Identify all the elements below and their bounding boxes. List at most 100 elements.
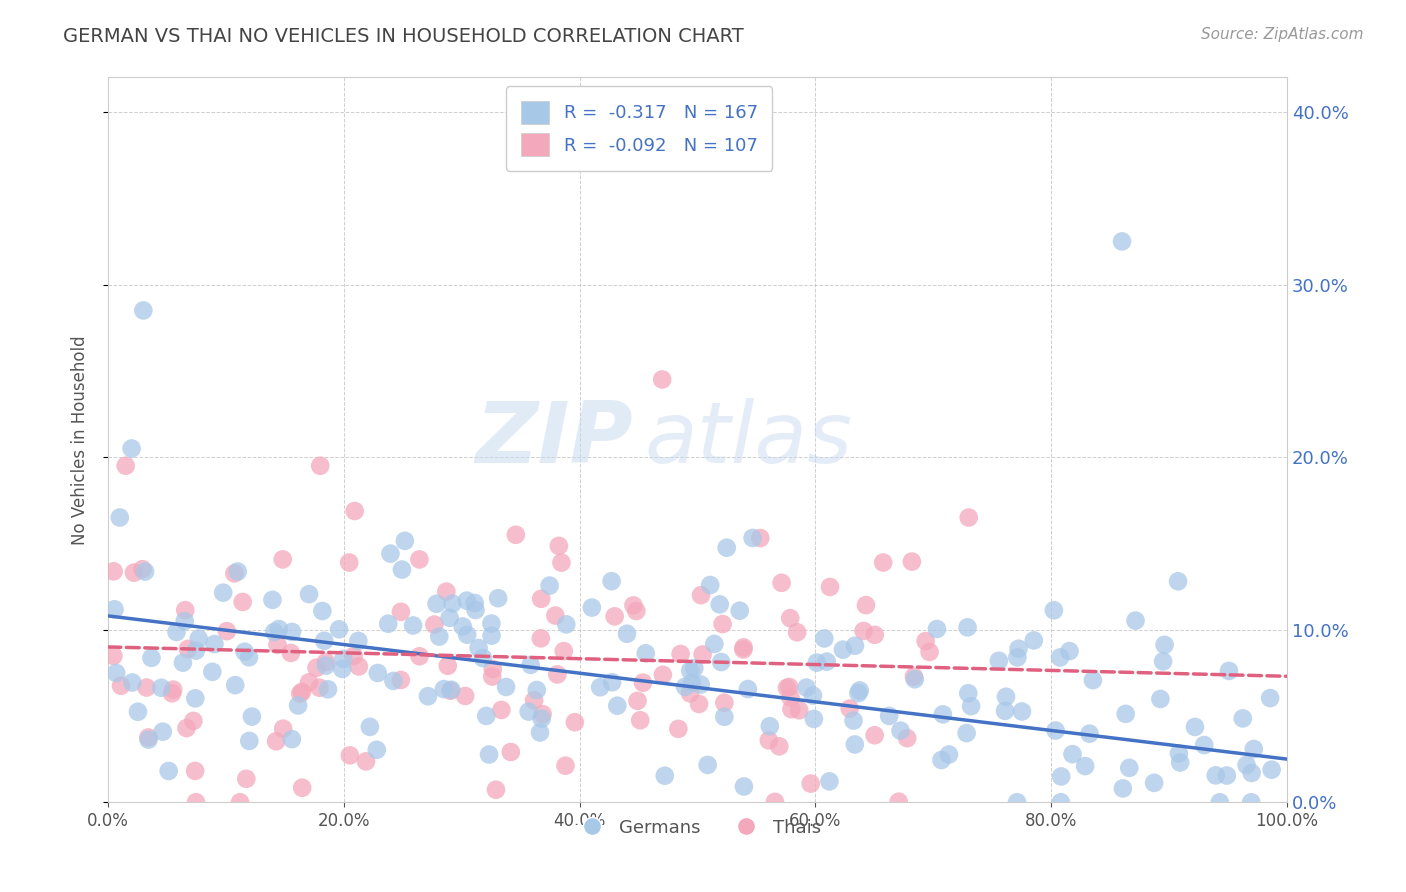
Point [380,547,402,561]
Point [315,658,337,673]
Point [692,648,714,662]
Point [332,652,354,666]
Point [204,637,226,651]
Point [187,632,209,646]
Point [232,595,254,609]
Point [848,683,870,698]
Point [581,600,603,615]
Point [1007,650,1029,665]
Point [1115,706,1137,721]
Point [806,656,828,670]
Point [803,712,825,726]
Point [172,656,194,670]
Point [628,713,651,727]
Point [281,732,304,747]
Point [1236,758,1258,772]
Point [330,662,353,676]
Point [1218,664,1240,678]
Point [914,634,936,648]
Point [855,598,877,612]
Point [832,642,855,657]
Point [925,622,948,636]
Point [108,510,131,524]
Point [354,755,377,769]
Point [152,724,174,739]
Point [416,690,439,704]
Point [316,682,339,697]
Point [517,705,540,719]
Point [651,372,673,386]
Point [173,614,195,628]
Point [238,734,260,748]
Point [174,603,197,617]
Point [224,678,246,692]
Point [589,680,612,694]
Point [1168,756,1191,770]
Point [467,640,489,655]
Point [673,680,696,694]
Point [877,709,900,723]
Point [456,593,478,607]
Point [495,680,517,694]
Point [263,625,285,640]
Point [427,630,450,644]
Point [844,738,866,752]
Point [377,616,399,631]
Point [366,743,388,757]
Point [606,698,628,713]
Point [394,533,416,548]
Point [264,734,287,748]
Point [749,531,772,545]
Point [699,578,721,592]
Point [623,599,645,613]
Point [896,731,918,746]
Point [564,715,586,730]
Point [1216,768,1239,782]
Point [183,714,205,728]
Point [1050,795,1073,809]
Point [184,643,207,657]
Point [287,698,309,713]
Point [298,675,321,690]
Point [121,675,143,690]
Point [838,701,860,715]
Point [328,622,350,636]
Point [141,650,163,665]
Point [233,645,256,659]
Point [166,625,188,640]
Point [759,719,782,733]
Point [733,780,755,794]
Point [280,646,302,660]
Text: ZIP: ZIP [475,399,633,482]
Point [842,714,865,728]
Point [262,592,284,607]
Point [863,628,886,642]
Point [505,528,527,542]
Point [266,638,288,652]
Point [291,685,314,699]
Point [440,682,463,697]
Point [491,703,513,717]
Point [733,640,755,655]
Point [1143,776,1166,790]
Point [780,702,803,716]
Point [224,566,246,581]
Point [1062,747,1084,761]
Point [485,782,508,797]
Point [778,680,800,694]
Point [271,552,294,566]
Point [1043,603,1066,617]
Point [690,588,713,602]
Point [703,637,725,651]
Point [1007,641,1029,656]
Point [889,723,911,738]
Point [1260,763,1282,777]
Point [281,624,304,639]
Point [135,681,157,695]
Point [711,617,734,632]
Point [127,705,149,719]
Point [758,733,780,747]
Point [201,665,224,679]
Point [530,712,553,726]
Point [1112,781,1135,796]
